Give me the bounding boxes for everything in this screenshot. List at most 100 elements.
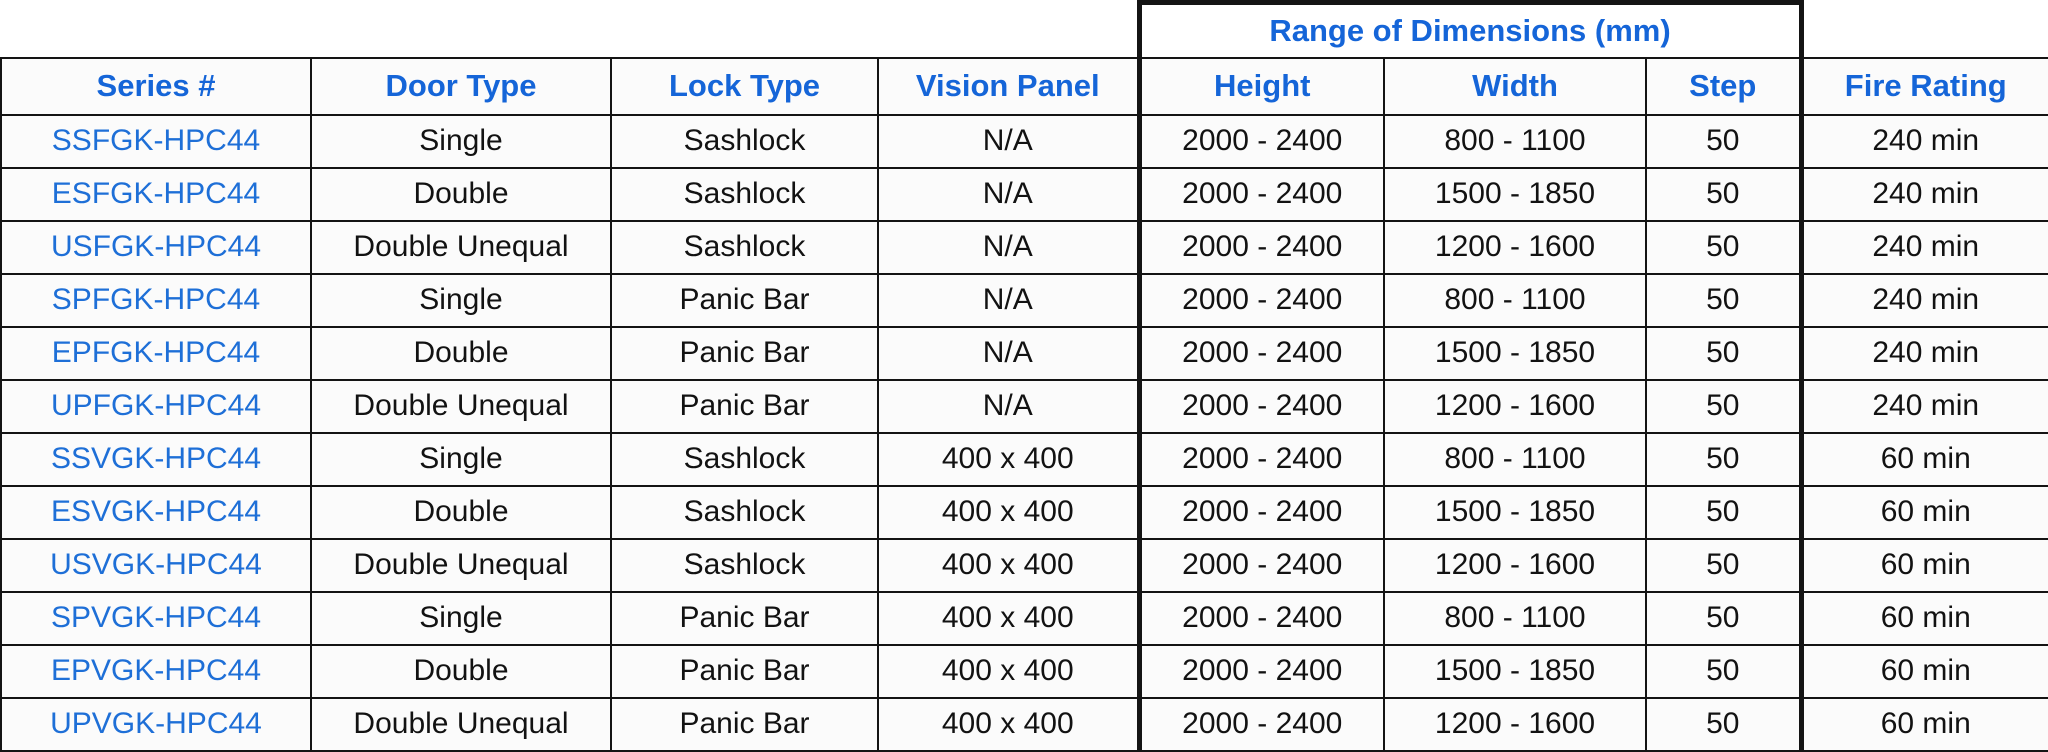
cell-lock-type: Sashlock — [610, 484, 879, 540]
cell-lock-type: Panic Bar — [610, 590, 879, 646]
cell-vision-panel: 400 x 400 — [877, 696, 1140, 752]
cell-door-type: Double Unequal — [310, 219, 612, 275]
column-header-series: Series # — [0, 56, 312, 116]
cell-fire-rating: 240 min — [1800, 378, 2048, 434]
column-header-door-type: Door Type — [310, 56, 612, 116]
cell-width: 1200 - 1600 — [1383, 219, 1647, 275]
blank-spacer-left — [1, 2, 1139, 58]
cell-door-type: Double — [310, 166, 612, 222]
cell-step: 50 — [1645, 643, 1804, 699]
column-header-lock-type: Lock Type — [610, 56, 879, 116]
cell-vision-panel: N/A — [877, 378, 1140, 434]
cell-series: USVGK-HPC44 — [0, 537, 312, 593]
cell-door-type: Double Unequal — [310, 696, 612, 752]
cell-series: UPVGK-HPC44 — [0, 696, 312, 752]
cell-vision-panel: 400 x 400 — [877, 590, 1140, 646]
cell-fire-rating: 60 min — [1800, 431, 2048, 487]
cell-door-type: Single — [310, 431, 612, 487]
group-header-row: Range of Dimensions (mm) — [1, 0, 2048, 59]
cell-vision-panel: N/A — [877, 113, 1140, 169]
cell-fire-rating: 240 min — [1800, 272, 2048, 328]
cell-lock-type: Panic Bar — [610, 272, 879, 328]
cell-door-type: Double — [310, 325, 612, 381]
cell-fire-rating: 240 min — [1800, 325, 2048, 381]
cell-vision-panel: 400 x 400 — [877, 484, 1140, 540]
cell-fire-rating: 240 min — [1800, 219, 2048, 275]
cell-step: 50 — [1645, 166, 1804, 222]
cell-step: 50 — [1645, 537, 1804, 593]
cell-series: ESFGK-HPC44 — [0, 166, 312, 222]
cell-fire-rating: 60 min — [1800, 696, 2048, 752]
cell-height: 2000 - 2400 — [1136, 537, 1385, 593]
cell-lock-type: Panic Bar — [610, 643, 879, 699]
cell-series: SPVGK-HPC44 — [0, 590, 312, 646]
cell-vision-panel: N/A — [877, 166, 1140, 222]
cell-step: 50 — [1645, 378, 1804, 434]
cell-height: 2000 - 2400 — [1136, 272, 1385, 328]
range-of-dimensions-group-header: Range of Dimensions (mm) — [1136, 0, 1804, 59]
cell-vision-panel: 400 x 400 — [877, 643, 1140, 699]
cell-lock-type: Panic Bar — [610, 325, 879, 381]
cell-door-type: Double Unequal — [310, 537, 612, 593]
cell-step: 50 — [1645, 431, 1804, 487]
cell-series: SSVGK-HPC44 — [0, 431, 312, 487]
table-row: SSFGK-HPC44 Single Sashlock N/A 2000 - 2400 8… — [0, 113, 2048, 169]
cell-width: 1500 - 1850 — [1383, 166, 1647, 222]
cell-step: 50 — [1645, 696, 1804, 752]
cell-series: ESVGK-HPC44 — [0, 484, 312, 540]
cell-lock-type: Sashlock — [610, 166, 879, 222]
table-row: ESFGK-HPC44 Double Sashlock N/A 2000 - 2400 1… — [0, 166, 2048, 222]
cell-fire-rating: 240 min — [1800, 166, 2048, 222]
cell-series: SPFGK-HPC44 — [0, 272, 312, 328]
cell-fire-rating: 240 min — [1800, 113, 2048, 169]
blank-spacer-right — [1801, 2, 2048, 58]
cell-door-type: Single — [310, 272, 612, 328]
cell-fire-rating: 60 min — [1800, 484, 2048, 540]
cell-step: 50 — [1645, 113, 1804, 169]
table-row: SSVGK-HPC44 Single Sashlock 400 x 400 2000 -… — [0, 431, 2048, 487]
cell-vision-panel: N/A — [877, 325, 1140, 381]
cell-vision-panel: N/A — [877, 272, 1140, 328]
cell-step: 50 — [1645, 219, 1804, 275]
table-row: UPVGK-HPC44 Double Unequal Panic Bar 400 x … — [0, 696, 2048, 752]
cell-step: 50 — [1645, 325, 1804, 381]
cell-series: USFGK-HPC44 — [0, 219, 312, 275]
cell-lock-type: Sashlock — [610, 113, 879, 169]
table-row: EPVGK-HPC44 Double Panic Bar 400 x 400 2000 … — [0, 643, 2048, 699]
cell-fire-rating: 60 min — [1800, 590, 2048, 646]
cell-fire-rating: 60 min — [1800, 537, 2048, 593]
cell-lock-type: Sashlock — [610, 537, 879, 593]
cell-door-type: Single — [310, 113, 612, 169]
cell-door-type: Double — [310, 643, 612, 699]
cell-series: UPFGK-HPC44 — [0, 378, 312, 434]
cell-width: 800 - 1100 — [1383, 272, 1647, 328]
cell-step: 50 — [1645, 272, 1804, 328]
cell-height: 2000 - 2400 — [1136, 113, 1385, 169]
cell-lock-type: Sashlock — [610, 431, 879, 487]
table-row: ESVGK-HPC44 Double Sashlock 400 x 400 2000 -… — [0, 484, 2048, 540]
cell-door-type: Double — [310, 484, 612, 540]
cell-series: EPFGK-HPC44 — [0, 325, 312, 381]
cell-height: 2000 - 2400 — [1136, 325, 1385, 381]
column-header-width: Width — [1383, 56, 1647, 116]
column-header-height: Height — [1136, 56, 1385, 116]
cell-width: 1200 - 1600 — [1383, 696, 1647, 752]
cell-vision-panel: 400 x 400 — [877, 431, 1140, 487]
table-row: USFGK-HPC44 Double Unequal Sashlock N/A 2000… — [0, 219, 2048, 275]
cell-width: 800 - 1100 — [1383, 590, 1647, 646]
cell-height: 2000 - 2400 — [1136, 590, 1385, 646]
cell-lock-type: Panic Bar — [610, 378, 879, 434]
cell-width: 1200 - 1600 — [1383, 378, 1647, 434]
cell-step: 50 — [1645, 484, 1804, 540]
cell-door-type: Single — [310, 590, 612, 646]
cell-height: 2000 - 2400 — [1136, 166, 1385, 222]
table-row: USVGK-HPC44 Double Unequal Sashlock 400 x 4… — [0, 537, 2048, 593]
cell-height: 2000 - 2400 — [1136, 431, 1385, 487]
column-header-step: Step — [1645, 56, 1804, 116]
cell-width: 1500 - 1850 — [1383, 484, 1647, 540]
cell-series: SSFGK-HPC44 — [0, 113, 312, 169]
table-row: UPFGK-HPC44 Double Unequal Panic Bar N/A 200… — [0, 378, 2048, 434]
cell-height: 2000 - 2400 — [1136, 378, 1385, 434]
table-row: EPFGK-HPC44 Double Panic Bar N/A 2000 - 2400… — [0, 325, 2048, 381]
